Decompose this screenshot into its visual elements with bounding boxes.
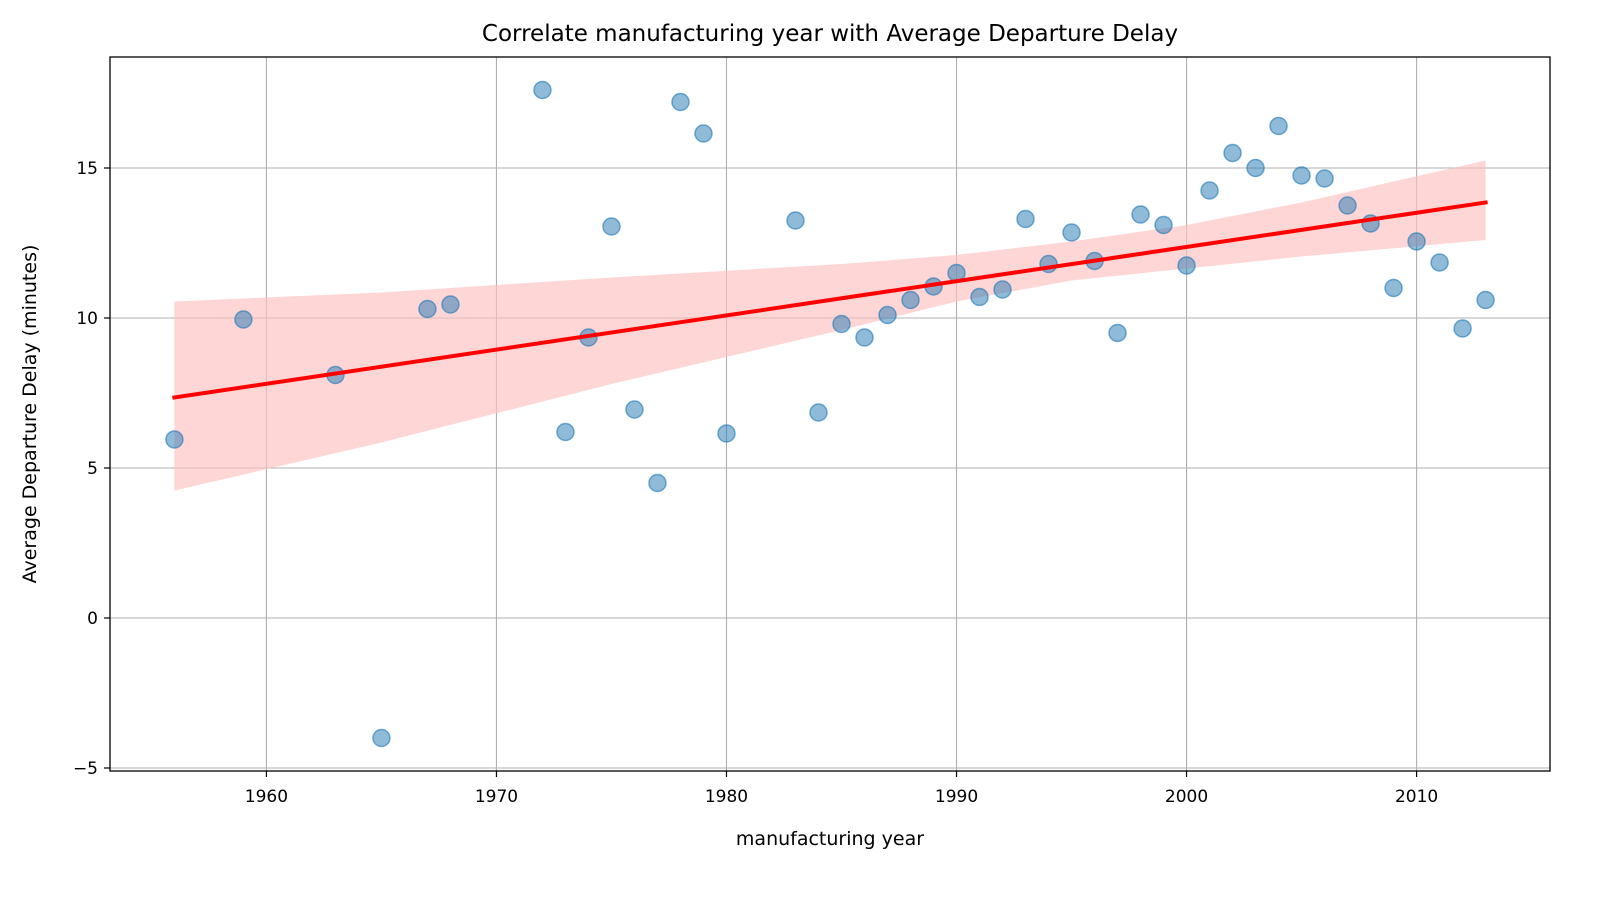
data-point <box>1430 253 1449 272</box>
x-axis-label: manufacturing year <box>736 828 924 850</box>
confidence-band <box>174 160 1486 491</box>
data-point <box>1476 290 1495 310</box>
data-point <box>556 422 575 442</box>
data-point <box>878 305 897 325</box>
x-tick-label: 1960 <box>245 787 288 807</box>
data-point <box>1108 323 1127 343</box>
data-point <box>717 424 736 443</box>
regression-line-layer <box>172 200 1488 400</box>
data-point <box>165 430 184 449</box>
data-point <box>970 287 989 307</box>
data-point <box>1315 169 1334 188</box>
data-point <box>1223 143 1242 163</box>
y-tick-label: 15 <box>76 159 98 179</box>
data-point <box>993 280 1012 299</box>
data-point <box>1177 256 1196 275</box>
data-point <box>1384 278 1403 298</box>
data-point <box>418 299 437 319</box>
x-tick-label: 1970 <box>475 787 518 807</box>
y-tick-label: 5 <box>87 459 98 479</box>
regression-line <box>172 200 1488 400</box>
x-tick-label: 2010 <box>1395 787 1438 807</box>
data-point <box>786 211 805 230</box>
data-point <box>648 473 667 493</box>
x-tick-label: 1990 <box>935 787 978 807</box>
data-point <box>602 217 621 236</box>
y-tick-label: 10 <box>76 309 98 329</box>
data-point <box>1407 232 1426 251</box>
data-point <box>1453 319 1472 338</box>
data-point <box>1154 215 1173 235</box>
y-tick-label: −5 <box>73 759 98 779</box>
axis-ticks: 1960 1970 1980 1990 2000 2010 −5 0 5 10 15 <box>73 159 1438 807</box>
data-point <box>855 328 874 347</box>
chart-title: Correlate manufacturing year with Averag… <box>482 21 1178 47</box>
y-axis-label: Average Departure Delay (minutes) <box>19 245 41 584</box>
data-point <box>1246 158 1265 178</box>
data-point <box>671 92 690 112</box>
data-point <box>809 403 828 422</box>
data-point <box>694 124 713 143</box>
data-point <box>533 80 552 100</box>
y-tick-label: 0 <box>87 609 98 629</box>
data-point <box>1200 181 1219 200</box>
confidence-band-layer <box>174 160 1486 491</box>
data-point <box>1016 209 1035 229</box>
plot-frame <box>109 56 1551 772</box>
data-point <box>1269 116 1288 136</box>
data-point <box>625 400 644 419</box>
data-point <box>1062 223 1081 242</box>
data-point <box>901 290 920 310</box>
data-point <box>234 310 253 329</box>
data-point <box>372 728 391 748</box>
data-point <box>1338 196 1357 215</box>
data-point <box>1292 166 1311 185</box>
data-point <box>1131 205 1150 224</box>
data-point <box>832 314 851 334</box>
x-tick-label: 2000 <box>1165 787 1208 807</box>
x-tick-label: 1980 <box>705 787 748 807</box>
data-point <box>441 295 460 314</box>
